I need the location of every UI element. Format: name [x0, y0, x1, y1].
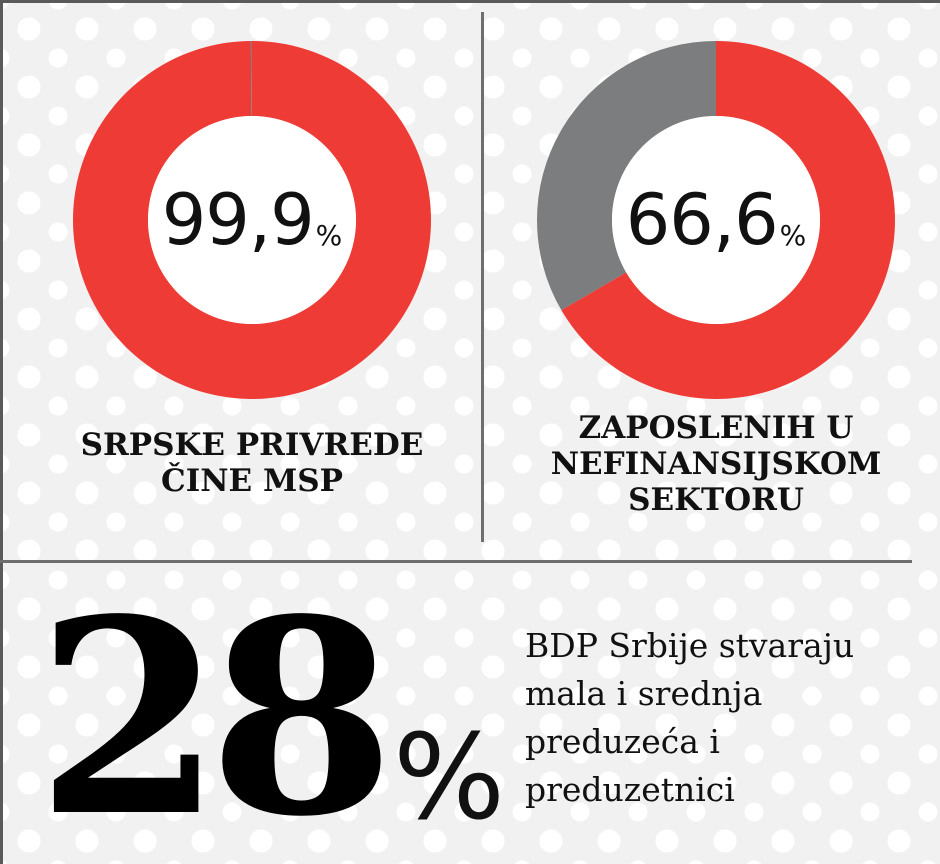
- donut-slice-1: [537, 41, 716, 311]
- frame-top-border: [0, 0, 940, 3]
- caption-line: SEKTORU: [628, 482, 804, 518]
- donut-chart-employment-share: 66,6%: [536, 40, 896, 400]
- description-line: mala i srednja: [525, 674, 763, 713]
- vertical-divider: [481, 12, 484, 542]
- donut-slice-0: [561, 41, 895, 399]
- description-line: BDP Srbije stvaraju: [525, 626, 855, 665]
- donut-svg: [537, 41, 895, 399]
- highlight-value: 28: [36, 561, 395, 864]
- caption-line: SRPSKE PRIVREDE: [80, 427, 424, 463]
- description-line: preduzeća i: [525, 722, 720, 761]
- horizontal-divider: [0, 560, 912, 563]
- donut-hole: [612, 116, 820, 324]
- caption-line: NEFINANSIJSKOM: [550, 446, 882, 482]
- donut-chart-msp-share: 99,9%: [72, 40, 432, 400]
- donut-slice-0: [73, 41, 432, 399]
- caption-line: ZAPOSLENIH U: [578, 410, 854, 446]
- highlight-unit: %: [393, 708, 506, 846]
- donut-svg: [73, 41, 432, 399]
- donut-caption-msp-share: SRPSKE PRIVREDE ČINE MSP: [72, 427, 432, 499]
- caption-line: ČINE MSP: [161, 463, 343, 499]
- description-line: preduzetnici: [525, 770, 735, 809]
- frame-left-border: [0, 0, 3, 864]
- donut-slice-1: [250, 41, 252, 117]
- donut-caption-employment-share: ZAPOSLENIH U NEFINANSIJSKOM SEKTORU: [536, 410, 896, 518]
- highlight-description: BDP Srbije stvaraju mala i srednja predu…: [525, 622, 854, 814]
- donut-hole: [148, 116, 356, 324]
